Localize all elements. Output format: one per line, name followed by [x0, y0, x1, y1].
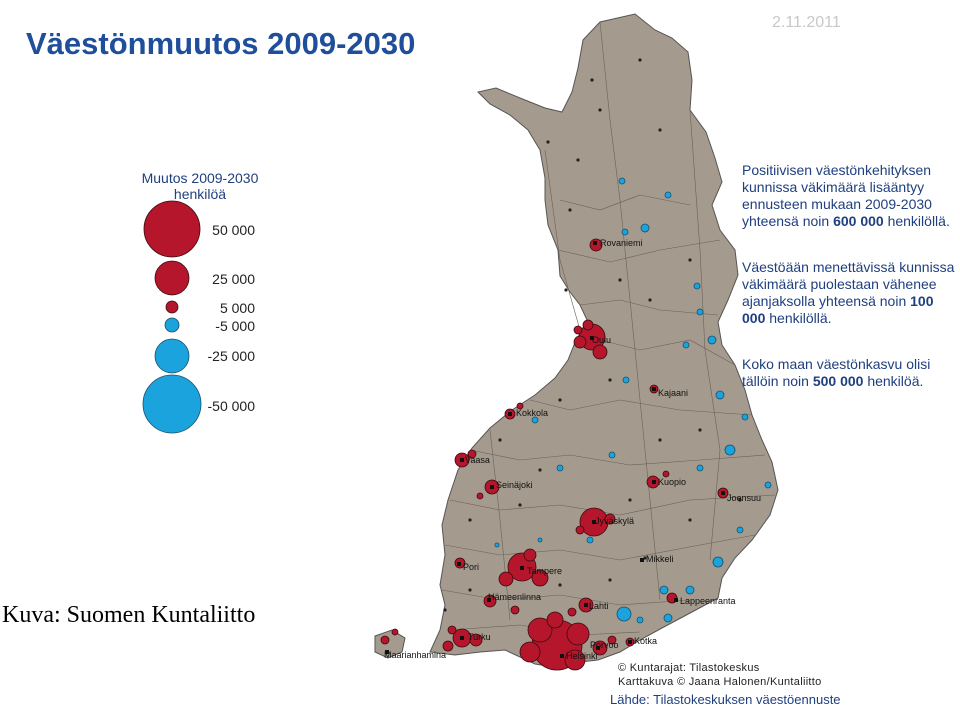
legend-label-minus-5000: -5 000 [215, 318, 255, 334]
image-credit: Kuva: Suomen Kuntaliitto [2, 602, 256, 628]
city-label-tampere: Tampere [527, 566, 563, 576]
legend-circle-50000 [143, 200, 201, 258]
data-source: Lähde: Tilastokeskuksen väestöennuste [610, 692, 841, 707]
date-label: 2.11.2011 [772, 14, 841, 31]
info-negative: Väestöään menettävissä kunnissa väkimäär… [742, 259, 955, 326]
copyright-line2: Karttakuva © Jaana Halonen/Kuntaliitto [618, 676, 822, 688]
city-label-maarianhamina: Maarianhamina [384, 650, 447, 660]
page-title: Väestönmuutos 2009-2030 [26, 26, 416, 61]
legend-label-minus-25000: -25 000 [207, 348, 255, 364]
city-label-kokkola: Kokkola [516, 408, 549, 418]
city-label-lahti: Lahti [589, 601, 609, 611]
legend-circles [142, 200, 202, 434]
legend-circle-minus-5000 [164, 317, 180, 333]
city-label-joensuu: Joensuu [727, 493, 762, 503]
city-label-helsinki: Helsinki [566, 651, 598, 661]
legend-label-minus-50000: -50 000 [207, 398, 255, 414]
city-label-rovaniemi: Rovaniemi [600, 238, 643, 248]
legend-title: Muutos 2009-2030 henkilöä [130, 170, 270, 202]
city-label-oulu: Oulu [592, 335, 612, 345]
info-positive: Positiivisen väestönkehityksen kunnissa … [742, 162, 950, 229]
city-label-kuopio: Kuopio [658, 477, 687, 487]
legend-label-25000: 25 000 [212, 271, 255, 287]
legend-circle-minus-25000 [154, 338, 190, 374]
map-copyright: © Kuntarajat: Tilastokeskus Karttakuva ©… [618, 661, 822, 689]
decline-circles [494, 177, 772, 624]
city-label-porvoo: Porvoo [590, 640, 619, 650]
city-label-lappeenranta: Lappeenranta [680, 596, 736, 606]
city-label-pori: Pori [463, 562, 480, 572]
city-label-hameenlinna: Hämeenlinna [488, 592, 542, 602]
city-label-turku: Turku [468, 632, 491, 642]
legend-label-5000: 5 000 [219, 300, 255, 316]
info-total: Koko maan väestönkasvu olisi tällöin noi… [742, 356, 931, 389]
municipality-dots [443, 58, 742, 612]
legend-circle-minus-50000 [142, 374, 202, 434]
city-label-mikkeli: Mikkeli [646, 554, 674, 564]
legend-title-line2: henkilöä [173, 186, 227, 202]
city-label-vaasa: Vaasa [465, 455, 490, 465]
legend-label-50000: 50 000 [212, 222, 255, 238]
city-label-jyvaskyla: Jyväskylä [595, 516, 635, 526]
legend-circle-25000 [154, 260, 190, 296]
city-markers [385, 241, 725, 658]
city-label-kotka: Kotka [634, 636, 658, 646]
legend-circle-5000 [165, 300, 179, 314]
city-label-kajaani: Kajaani [658, 388, 689, 398]
municipal-borders [441, 21, 776, 636]
legend-title-line1: Muutos 2009-2030 [141, 170, 259, 186]
copyright-line1: © Kuntarajat: Tilastokeskus [618, 662, 760, 674]
city-label-seinajoki: Seinäjoki [496, 480, 533, 490]
